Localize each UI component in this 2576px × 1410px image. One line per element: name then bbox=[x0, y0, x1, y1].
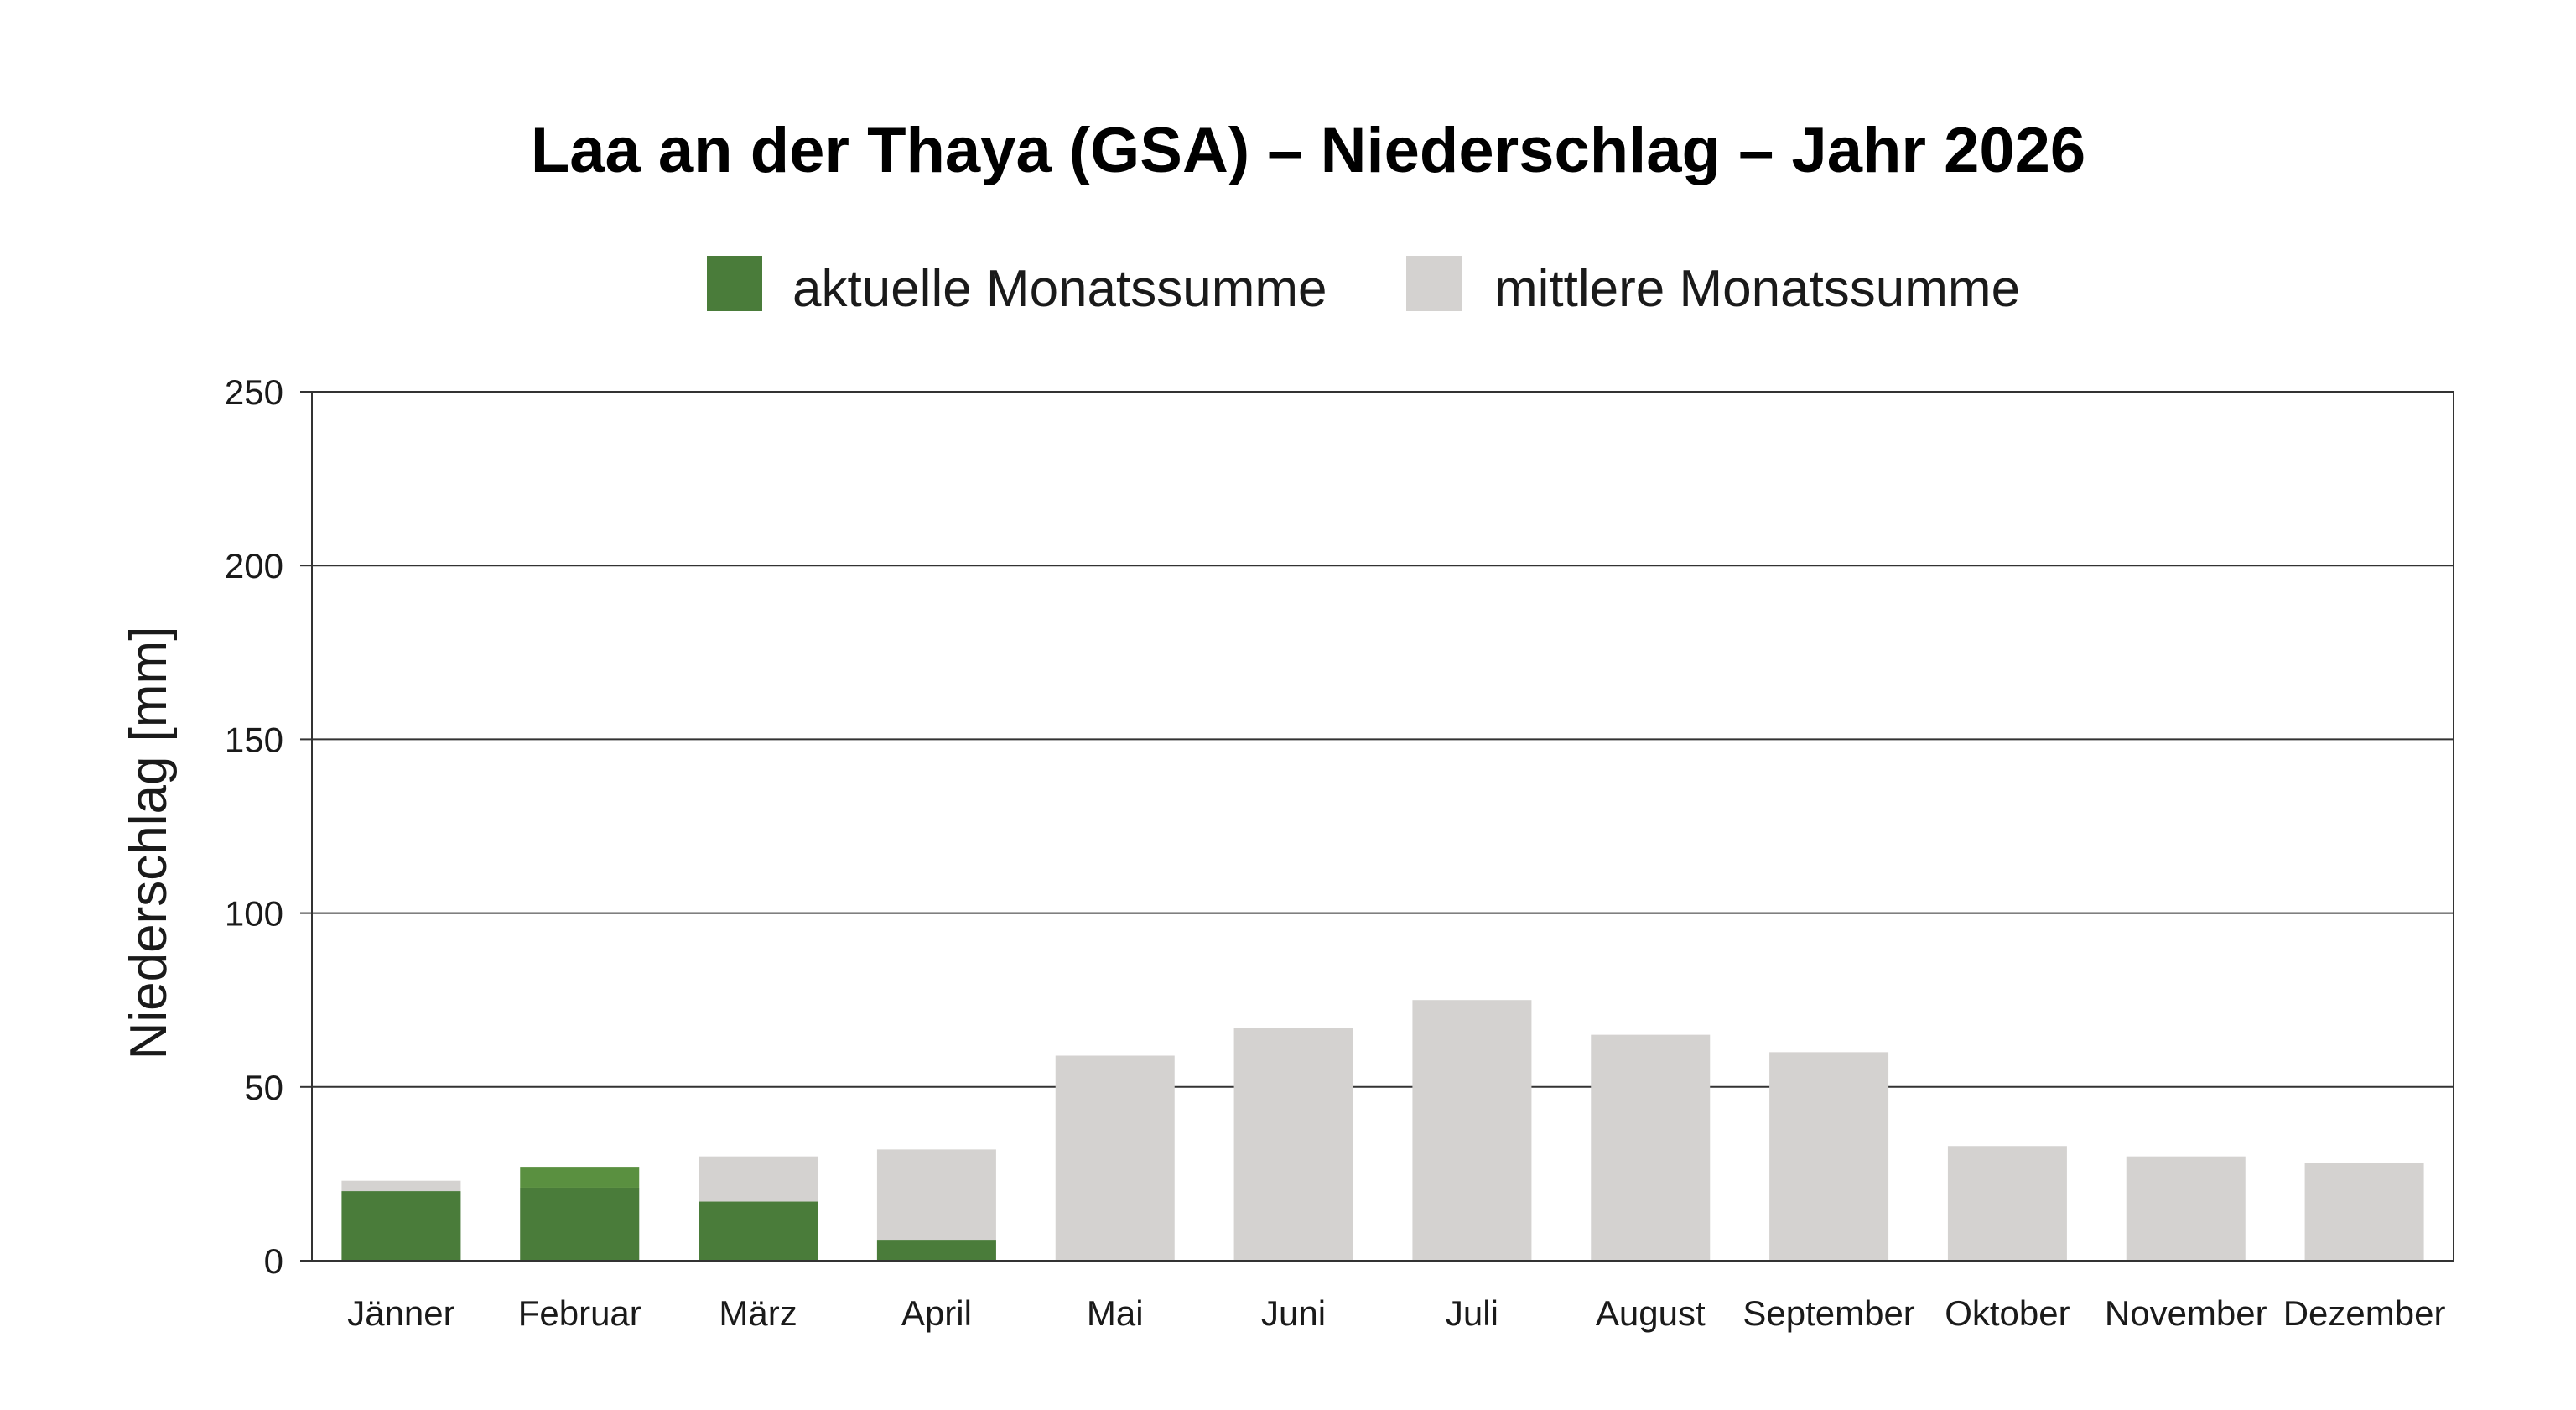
bar-actual-3 bbox=[876, 1240, 996, 1261]
legend-label-actual: aktuelle Monatssumme bbox=[792, 260, 1327, 318]
plot-frame bbox=[311, 391, 2454, 1262]
x-axis-ticks: Jänner Februar März April Mai Juni Juli August S… bbox=[347, 1293, 2445, 1333]
bar-actual-1 bbox=[520, 1187, 640, 1261]
bars-mean bbox=[341, 1000, 2424, 1261]
y-axis-ticks: 0 50 100 150 200 250 bbox=[225, 372, 312, 1281]
legend-swatch-mean bbox=[1406, 256, 1462, 311]
legend-label-mean: mittlere Monatssumme bbox=[1494, 260, 2020, 318]
y-tick-label-50: 50 bbox=[244, 1068, 283, 1107]
x-tick-label-9: Oktober bbox=[1945, 1293, 2070, 1333]
y-tick-label-200: 200 bbox=[225, 546, 283, 585]
y-tick-label-100: 100 bbox=[225, 894, 283, 934]
x-tick-label-11: Dezember bbox=[2283, 1293, 2446, 1333]
x-tick-label-2: März bbox=[719, 1293, 797, 1333]
y-axis-label: Niederschlag [mm] bbox=[120, 627, 178, 1060]
y-tick-label-0: 0 bbox=[264, 1241, 283, 1281]
grid-lines bbox=[312, 565, 2454, 1088]
bar-mean-9 bbox=[1947, 1146, 2067, 1261]
bar-mean-10 bbox=[2126, 1156, 2246, 1261]
bar-mean-5 bbox=[1233, 1028, 1353, 1261]
bar-mean-4 bbox=[1055, 1055, 1175, 1261]
bar-actual-0 bbox=[341, 1191, 461, 1261]
bar-mean-8 bbox=[1769, 1052, 1889, 1261]
x-tick-label-0: Jänner bbox=[347, 1293, 454, 1333]
bar-mean-6 bbox=[1412, 1000, 1532, 1261]
x-tick-label-10: November bbox=[2105, 1293, 2267, 1333]
bar-mean-7 bbox=[1591, 1034, 1711, 1261]
bar-actual-excess-1 bbox=[520, 1167, 640, 1188]
legend: aktuelle Monatssumme mittlere Monatssumm… bbox=[707, 256, 2020, 318]
bar-actual-2 bbox=[699, 1201, 818, 1261]
x-tick-label-8: September bbox=[1742, 1293, 1914, 1333]
chart-title: Laa an der Thaya (GSA) – Niederschlag – … bbox=[531, 115, 2085, 186]
x-tick-label-6: Juli bbox=[1446, 1293, 1498, 1333]
bar-mean-11 bbox=[2304, 1163, 2424, 1261]
bars-actual bbox=[341, 1167, 996, 1261]
y-tick-label-250: 250 bbox=[225, 372, 283, 412]
x-tick-label-7: August bbox=[1596, 1293, 1706, 1333]
x-tick-label-1: Februar bbox=[518, 1293, 641, 1333]
y-tick-label-150: 150 bbox=[225, 720, 283, 759]
legend-swatch-actual bbox=[707, 256, 762, 311]
x-tick-label-4: Mai bbox=[1087, 1293, 1144, 1333]
x-tick-label-5: Juni bbox=[1261, 1293, 1326, 1333]
x-tick-label-3: April bbox=[901, 1293, 972, 1333]
